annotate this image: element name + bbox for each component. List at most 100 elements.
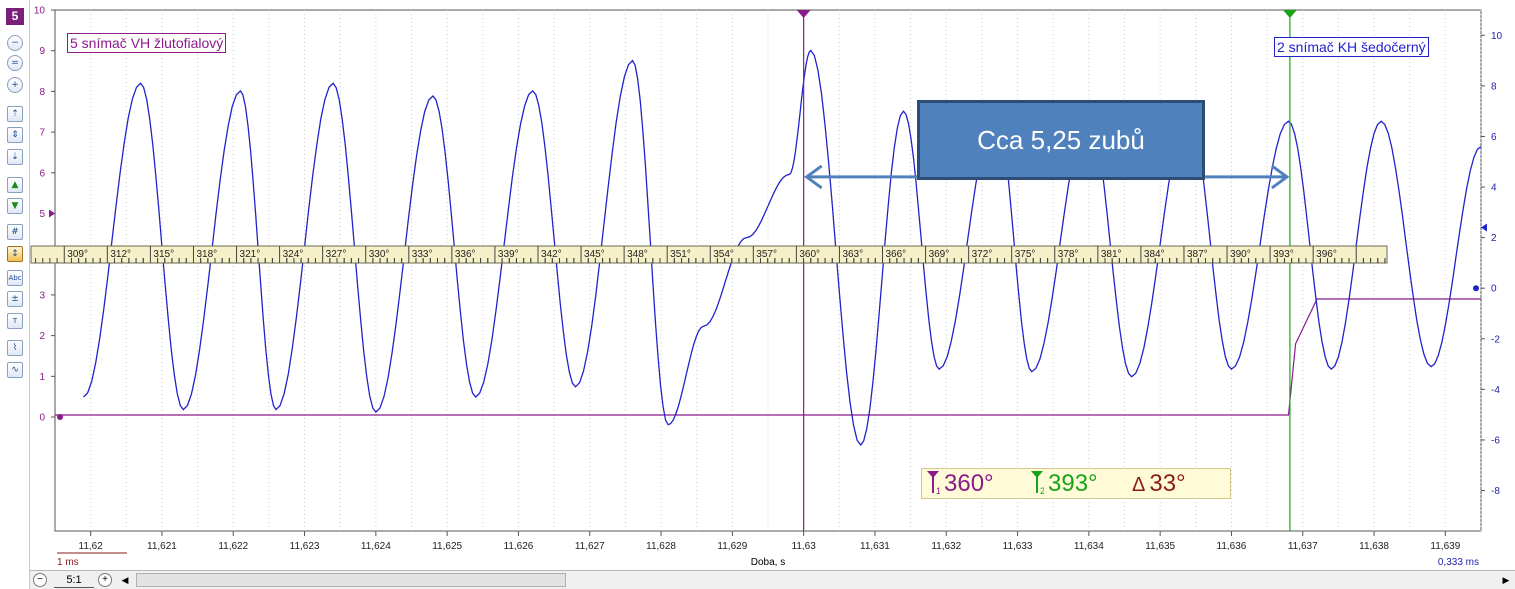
cursor-2-value: 393° [1048, 470, 1098, 497]
bottom-bar: − 5:1 + ◀ ▶ [30, 570, 1515, 589]
x-tick-label: 11,62 [79, 541, 104, 552]
ruler-label: 381° [1101, 249, 1122, 260]
delta-icon: Δ [1132, 474, 1146, 496]
scroll-left-icon[interactable]: ◀ [121, 575, 129, 585]
channel-label-left[interactable]: 5 snímač VH žlutofialový [67, 33, 227, 53]
offset-up-icon[interactable]: ▲ [7, 177, 23, 193]
left-tick-label: 8 [39, 87, 45, 98]
x-tick-label: 11,628 [646, 541, 676, 552]
zoom-fit-icon[interactable]: = [7, 55, 23, 71]
left-tick-label: 7 [39, 128, 45, 139]
channel-label-right[interactable]: 2 snímač KH šedočerný [1274, 37, 1429, 57]
ruler-label: 393° [1273, 249, 1294, 260]
zoom-out-icon[interactable]: − [7, 35, 23, 51]
left-tick-label: 10 [34, 6, 46, 17]
x-tick-label: 11,621 [147, 541, 177, 552]
scale-up-icon[interactable]: ⇡ [7, 106, 23, 122]
x-tick-label: 11,623 [290, 541, 320, 552]
left-tick-label: 6 [39, 168, 45, 179]
ruler-label: 348° [627, 249, 648, 260]
grid-icon[interactable]: # [7, 224, 23, 240]
waveform-view-icon[interactable]: ∿ [7, 362, 23, 378]
ruler-label: 372° [972, 249, 993, 260]
left-tick-label: 0 [39, 413, 45, 424]
measure-icon[interactable]: ± [7, 291, 23, 307]
ruler-label: 390° [1230, 249, 1251, 260]
ruler-label: 351° [670, 249, 691, 260]
ruler-label: 363° [842, 249, 863, 260]
cursor-2-index: 2 [1040, 486, 1044, 495]
cursor-readout: 1 360° 2 393° Δ 33° [921, 468, 1231, 499]
ruler-label: 354° [713, 249, 734, 260]
ruler-label: 321° [240, 249, 261, 260]
delta-value: 33° [1149, 470, 1186, 497]
x-axis-label: Doba, s [751, 557, 785, 568]
channel-badge[interactable]: 5 [6, 8, 24, 25]
ruler-label: 309° [67, 249, 88, 260]
ruler-label: 342° [541, 249, 562, 260]
right-tick-label: 6 [1491, 132, 1497, 143]
chart-view-icon[interactable]: ⌇ [7, 340, 23, 356]
series-vh-line [55, 298, 1481, 416]
x-tick-label: 11,625 [432, 541, 462, 552]
zoom-out-button[interactable]: − [33, 573, 47, 587]
x-tick-label: 11,624 [361, 541, 391, 552]
right-tick-label: 8 [1491, 81, 1497, 92]
ruler-icon[interactable]: ↕ [7, 246, 23, 262]
cursor-1-value: 360° [944, 470, 994, 497]
ruler-label: 396° [1316, 249, 1337, 260]
cursor-1-icon: 1 [927, 471, 940, 495]
right-tick-label: 0 [1491, 284, 1497, 295]
x-tick-label: 11,622 [218, 541, 248, 552]
scrollbar-thumb[interactable] [136, 573, 566, 587]
text-label-icon[interactable]: Abc [7, 270, 23, 286]
x-tick-label: 11,634 [1074, 541, 1104, 552]
x-tick-label: 11,63 [792, 541, 817, 552]
readout-cursor-1: 1 360° [926, 469, 994, 498]
cursor-1-index: 1 [936, 486, 940, 495]
annotation-box: Cca 5,25 zubů [917, 100, 1205, 180]
x-tick-label: 11,626 [504, 541, 534, 552]
zoom-in-button[interactable]: + [98, 573, 112, 587]
left-offset-marker [49, 209, 55, 218]
degree-ruler[interactable]: 309° 312° 315° 318° 321° 324° 327° 330° 333° 336°… [30, 245, 1388, 264]
ruler-label: 327° [326, 249, 347, 260]
right-tick-label: 4 [1491, 183, 1497, 194]
cursor-2-icon: 2 [1031, 471, 1044, 495]
offset-down-icon[interactable]: ▼ [7, 198, 23, 214]
left-tick-label: 3 [39, 290, 45, 301]
scale-right-label: 0,333 ms [1438, 557, 1479, 568]
left-tick-label: 1 [39, 372, 45, 383]
zoom-ratio[interactable]: 5:1 [54, 573, 94, 588]
scale-down-icon[interactable]: ⇣ [7, 149, 23, 165]
text-tool-icon[interactable]: T [7, 313, 23, 329]
scroll-right-icon[interactable]: ▶ [1502, 575, 1510, 585]
ruler-label: 387° [1187, 249, 1208, 260]
right-axis: -8 -6 -4 -2 0 2 4 6 8 10 [1473, 31, 1503, 497]
ruler-label: 336° [455, 249, 476, 260]
right-tick-label: 2 [1491, 233, 1497, 244]
ruler-label: 330° [369, 249, 390, 260]
annotation-arrow-head-left [804, 164, 823, 190]
right-tick-label: -6 [1491, 435, 1500, 446]
x-tick-label: 11,637 [1288, 541, 1318, 552]
ruler-label: 360° [799, 249, 820, 260]
series-kh-line [83, 49, 1482, 447]
scale-fit-icon[interactable]: ⇕ [7, 127, 23, 143]
x-tick-label: 11,632 [931, 541, 961, 552]
right-tick-label: 10 [1491, 31, 1503, 42]
x-tick-label: 11,638 [1359, 541, 1389, 552]
x-tick-label: 11,629 [717, 541, 747, 552]
x-tick-label: 11,635 [1145, 541, 1175, 552]
grid [90, 10, 1482, 531]
ruler-label: 333° [412, 249, 433, 260]
ruler-label: 378° [1058, 249, 1079, 260]
left-tick-label: 9 [39, 46, 45, 57]
right-offset-marker [1481, 223, 1487, 232]
ruler-label: 339° [498, 249, 519, 260]
x-tick-label: 11,639 [1430, 541, 1460, 552]
x-tick-label: 11,627 [575, 541, 605, 552]
zoom-in-icon[interactable]: + [7, 77, 23, 93]
ruler-label: 357° [756, 249, 777, 260]
